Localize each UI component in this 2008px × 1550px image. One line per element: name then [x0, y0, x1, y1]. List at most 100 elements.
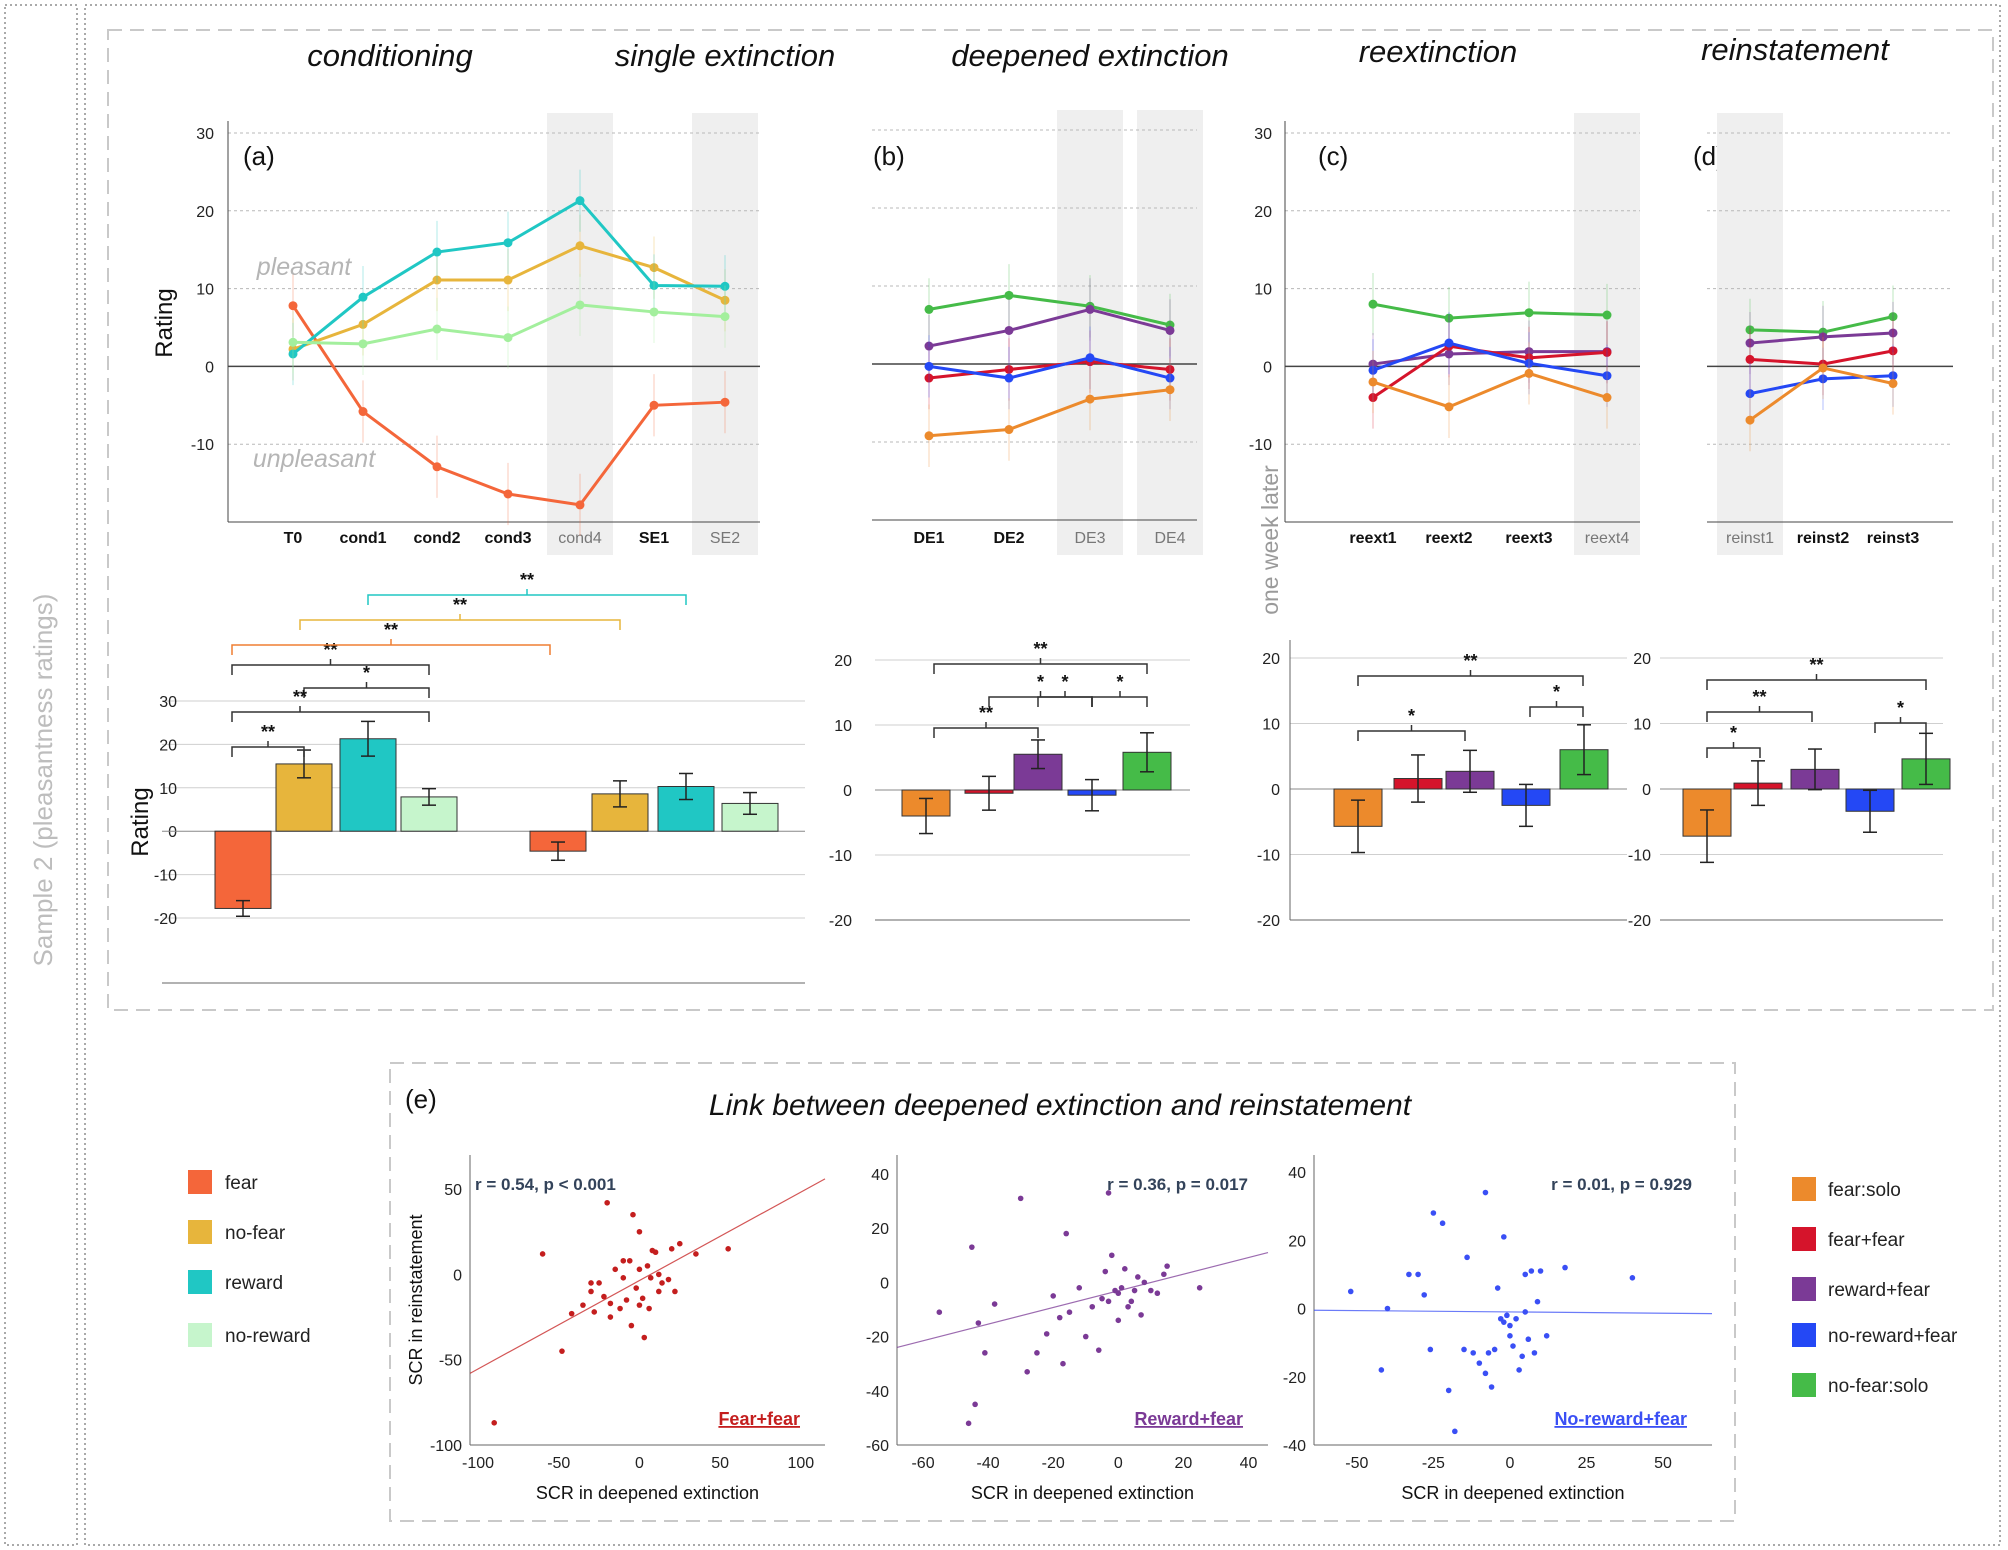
regression-line [469, 1178, 826, 1374]
series-line-no-reward+fear [1372, 341, 1608, 378]
data-point-reward+fear [1085, 304, 1095, 314]
y-tick-label: -20 [154, 911, 177, 928]
y-tick-label: -20 [866, 1330, 889, 1347]
legend-left: fear no-fear reward no-reward [188, 1170, 311, 1347]
x-tick-label: DE2 [993, 530, 1024, 547]
scatter-point [1138, 1312, 1144, 1318]
x-tick-label: cond2 [413, 530, 460, 547]
scatter-point [1488, 1384, 1495, 1390]
data-point-reward+fear [1004, 325, 1014, 335]
scatter-point [641, 1334, 648, 1341]
regression-line [896, 1251, 1269, 1349]
series-line-fear:solo [1372, 371, 1608, 409]
scatter-point [1161, 1271, 1167, 1278]
series-line-reward+fear [928, 307, 1171, 348]
scatter-point [588, 1280, 594, 1286]
y-tick-label: -50 [439, 1353, 462, 1370]
y-tick-label: -20 [1283, 1370, 1306, 1387]
data-point-no-fear:solo [1368, 299, 1378, 309]
y-tick-label: 0 [1642, 782, 1651, 799]
significance-bracket [231, 711, 430, 722]
significance-bracket [1706, 711, 1813, 722]
scatter-point [1421, 1292, 1428, 1298]
x-tick-label: DE4 [1154, 530, 1185, 547]
panel-label-c: (c) [1318, 141, 1348, 171]
data-point-reward [575, 196, 585, 206]
y-tick-label: 0 [168, 824, 177, 841]
scatter-point [1128, 1298, 1135, 1305]
data-point-no-fear:solo [1602, 310, 1612, 320]
significance-bracket [1874, 722, 1927, 733]
x-tick-label: -100 [462, 1455, 494, 1472]
significance-stars: * [1116, 672, 1123, 692]
data-point-fear [649, 400, 659, 410]
y-tick-label: 20 [159, 737, 177, 754]
data-point-no-reward+fear [924, 361, 934, 371]
y-tick-label: 0 [453, 1267, 462, 1284]
scatter-point [539, 1251, 546, 1257]
side-frame [4, 4, 78, 1546]
y-tick-label: -20 [1628, 913, 1651, 930]
scatter-point [623, 1297, 630, 1303]
scatter-point [1105, 1298, 1112, 1305]
top-panel-frame [107, 29, 1994, 1011]
significance-stars: * [1408, 706, 1415, 726]
significance-bracket [231, 746, 305, 757]
scatter-point [665, 1276, 672, 1283]
data-point-fear:solo [1888, 379, 1898, 389]
data-point-no-reward [575, 300, 585, 310]
scatter-point [969, 1244, 975, 1250]
scatter-point [1507, 1322, 1513, 1329]
x-tick-label: -40 [977, 1455, 1000, 1472]
series-line-no-fear:solo [928, 293, 1171, 327]
data-point-no-reward [720, 312, 730, 322]
data-point-fear [575, 500, 585, 510]
scatter-point [1135, 1274, 1141, 1280]
correlation-annotation: r = 0.36, p = 0.017 [1107, 1175, 1248, 1194]
data-point-no-reward [432, 324, 442, 334]
y-tick-label: -10 [1249, 437, 1272, 454]
scatter-point [1525, 1336, 1532, 1343]
x-tick-label: 25 [1578, 1455, 1596, 1472]
data-point-no-fear:solo [1524, 308, 1534, 318]
scatter-point [1522, 1271, 1529, 1278]
condition-tag: No-reward+fear [1554, 1409, 1687, 1429]
y-tick-label: -10 [829, 848, 852, 865]
data-point-fear+fear [1004, 364, 1014, 374]
significance-bracket [303, 687, 430, 698]
significance-bracket [1529, 706, 1584, 717]
y-tick-label: 0 [1271, 782, 1280, 799]
scatter-point [620, 1275, 627, 1281]
scatter-chart-e3: -50 -25 0 25 50 -40 -20 0 20 40 r = 0.01, p = 0.92… [1283, 1155, 1713, 1503]
y-tick-label: 20 [1288, 1233, 1306, 1250]
legend-swatch-reward [188, 1270, 212, 1294]
legend-label-fear-fear: fear+fear [1828, 1230, 1905, 1251]
correlation-annotation: r = 0.54, p < 0.001 [475, 1175, 616, 1194]
heading-single-extinction: single extinction [615, 38, 836, 73]
scatter-point [965, 1420, 972, 1427]
data-point-no-fear:solo [1745, 325, 1755, 335]
scatter-point [647, 1275, 654, 1281]
x-tick-label: DE1 [913, 530, 944, 547]
heading-reinstatement: reinstatement [1701, 32, 1890, 67]
x-axis-title: SCR in deepened extinction [1401, 1483, 1624, 1503]
heading-deepened-extinction: deepened extinction [951, 38, 1229, 73]
scatter-point [1043, 1331, 1050, 1337]
scatter-point [1034, 1350, 1040, 1356]
significance-stars: ** [1752, 687, 1766, 707]
scatter-point [1519, 1353, 1525, 1360]
data-point-reward [503, 238, 513, 248]
regression-line [1313, 1309, 1713, 1315]
y-tick-label: -20 [829, 913, 852, 930]
scatter-point [1510, 1343, 1516, 1349]
scatter-point [1537, 1268, 1544, 1274]
data-point-reward+fear [1888, 328, 1898, 338]
shaded-band-reext4 [1574, 113, 1640, 555]
scatter-point [604, 1199, 610, 1206]
data-point-no-fear [720, 295, 730, 305]
data-point-fear:solo [1368, 377, 1378, 387]
series-line-fear+fear [928, 360, 1171, 380]
data-point-reward+fear [1745, 338, 1755, 348]
